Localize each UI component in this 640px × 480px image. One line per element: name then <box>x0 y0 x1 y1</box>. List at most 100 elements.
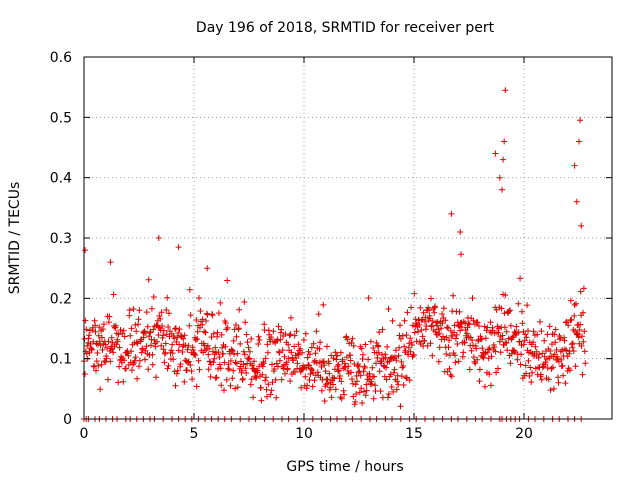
data-point <box>347 357 354 364</box>
data-point <box>128 325 135 332</box>
data-point <box>549 364 556 371</box>
data-point <box>569 340 576 347</box>
data-point <box>173 370 180 377</box>
data-point <box>196 366 203 373</box>
data-point <box>174 367 181 374</box>
data-point <box>157 315 164 322</box>
data-point <box>393 386 400 393</box>
data-point <box>344 336 351 343</box>
data-point <box>518 351 525 358</box>
data-point <box>102 341 109 348</box>
data-point <box>291 332 298 339</box>
data-point <box>303 365 310 371</box>
data-point <box>513 323 520 330</box>
data-point <box>299 349 306 356</box>
data-point <box>349 335 356 342</box>
data-point <box>476 323 482 329</box>
data-point <box>458 251 464 258</box>
data-point <box>502 87 509 94</box>
data-point <box>293 355 300 362</box>
data-point <box>222 343 229 350</box>
data-point <box>257 384 264 391</box>
y-tick-label: 0.3 <box>50 231 72 247</box>
data-point <box>259 371 266 378</box>
data-point <box>293 328 300 335</box>
data-point <box>110 349 117 356</box>
data-point <box>446 365 453 372</box>
data-point <box>367 338 374 345</box>
data-point <box>580 309 586 316</box>
data-point <box>294 360 301 367</box>
data-point <box>153 374 160 381</box>
data-point <box>501 138 508 145</box>
data-point <box>202 329 209 336</box>
data-point <box>159 323 166 329</box>
data-point <box>428 295 434 302</box>
data-point <box>279 347 286 354</box>
data-point <box>123 365 129 372</box>
data-point <box>497 349 504 356</box>
data-point <box>483 327 490 334</box>
data-point <box>337 349 344 356</box>
data-point <box>445 325 452 332</box>
data-point <box>260 360 267 367</box>
data-point <box>544 365 551 371</box>
data-point <box>479 345 486 352</box>
data-point <box>343 333 350 340</box>
data-point <box>498 305 505 312</box>
data-point <box>140 329 147 336</box>
data-point <box>396 344 403 351</box>
data-point <box>395 381 402 388</box>
data-point <box>258 397 265 404</box>
data-point <box>202 347 208 354</box>
data-point <box>227 382 234 389</box>
data-point <box>573 198 580 205</box>
data-point <box>350 342 357 349</box>
data-point <box>411 290 418 297</box>
data-point <box>204 265 211 272</box>
data-point <box>184 346 191 353</box>
data-point <box>310 340 317 347</box>
data-point <box>269 379 276 386</box>
data-point <box>552 339 559 346</box>
data-point <box>177 361 184 368</box>
data-point <box>525 327 531 334</box>
data-point <box>134 375 141 382</box>
data-point <box>92 322 99 329</box>
data-point <box>383 364 390 371</box>
data-point <box>520 341 527 348</box>
data-point <box>309 383 316 390</box>
data-point <box>255 333 262 340</box>
data-point <box>488 382 494 389</box>
data-point <box>233 360 240 367</box>
data-point <box>363 381 370 388</box>
data-point <box>456 308 463 315</box>
data-point <box>413 338 420 345</box>
data-point <box>407 335 414 342</box>
data-point <box>146 333 153 340</box>
data-point <box>278 326 285 333</box>
data-point <box>282 331 289 337</box>
data-point <box>254 367 261 374</box>
data-point <box>193 383 200 390</box>
data-point <box>493 369 500 376</box>
data-point <box>189 376 196 383</box>
data-point <box>370 345 377 351</box>
data-point <box>271 366 278 372</box>
data-point <box>403 374 409 381</box>
data-point <box>382 354 389 361</box>
data-point <box>358 385 365 392</box>
data-point <box>284 365 291 372</box>
data-point <box>317 339 324 346</box>
data-point <box>460 349 467 356</box>
data-point <box>550 385 557 392</box>
data-point <box>328 394 335 401</box>
data-point <box>555 374 561 381</box>
data-point <box>514 356 521 363</box>
data-point <box>495 365 501 372</box>
data-point <box>161 359 168 366</box>
data-point <box>309 367 316 374</box>
data-point <box>406 377 413 384</box>
data-point <box>160 327 167 334</box>
data-point <box>82 317 89 324</box>
